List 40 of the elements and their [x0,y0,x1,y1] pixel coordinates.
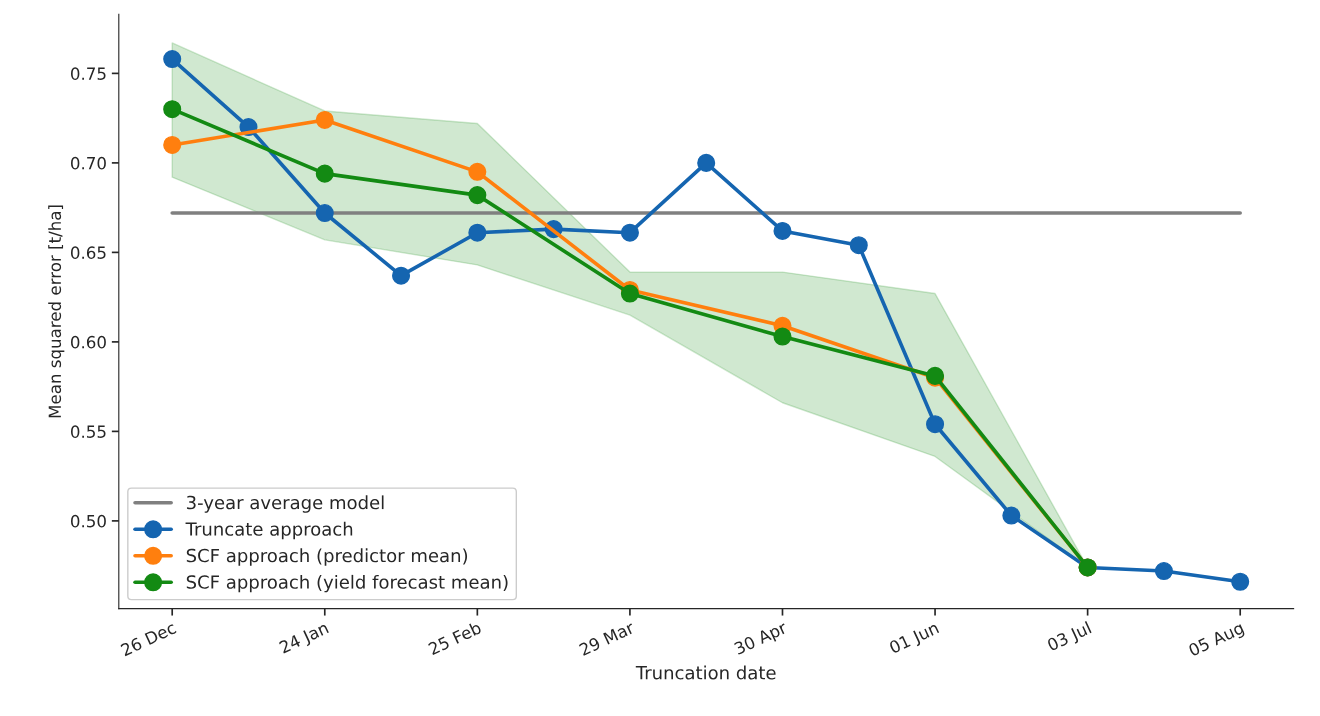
point [1002,506,1021,525]
point [392,266,411,285]
point [1231,572,1250,591]
point [163,50,182,69]
point [163,135,182,155]
point [468,223,487,242]
y-tick-label: 0.70 [70,156,106,170]
x-axis-title: Truncation date [635,665,776,680]
point [773,221,792,240]
y-tick-label: 0.65 [70,246,106,259]
y-tick-label: 0.60 [70,335,106,349]
point [315,164,334,183]
x-tick-label: 24 Jan [278,621,331,657]
y-tick-label: 0.50 [70,514,106,528]
point [163,100,182,119]
y-tick-label: 0.75 [70,67,106,80]
point [620,223,639,242]
y-axis-title: Mean squared error [t/ha] [48,205,65,418]
point [620,284,639,303]
x-tick-label: 30 Apr [733,620,790,658]
point [468,162,487,181]
x-tick-label: 25 Feb [427,620,482,656]
legend-label: SCF approach (yield forecast mean) [186,574,508,593]
point [773,327,792,346]
legend-label: 3-year average model [186,495,384,513]
y-tick-label: 0.55 [70,425,106,438]
point [315,110,334,129]
legend-label: Truncate approach [185,521,353,540]
point [926,415,945,434]
point [1154,561,1173,581]
point [468,186,487,205]
point [697,153,716,172]
point [315,203,334,223]
x-tick-label: 03 Jul [1046,621,1093,655]
x-tick-label: 01 Jun [888,621,941,657]
point [849,236,868,255]
x-tick-label: 05 Aug [1187,621,1246,660]
x-tick-label: 26 Dec [120,621,177,657]
legend-label: SCF approach (predictor mean) [186,548,468,566]
x-tick-label: 29 Mar [578,620,636,657]
